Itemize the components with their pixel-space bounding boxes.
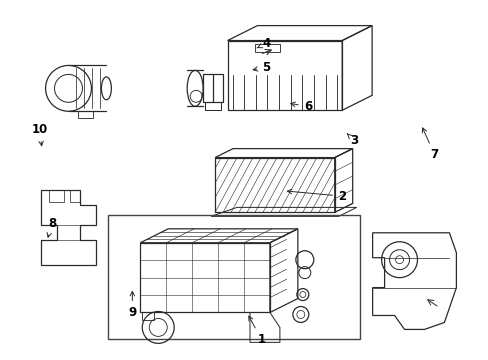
Text: 3: 3: [346, 134, 358, 147]
Text: 10: 10: [32, 123, 48, 146]
Text: 9: 9: [128, 292, 136, 319]
Text: 8: 8: [47, 216, 56, 237]
Bar: [108, 215, 359, 339]
Text: 4: 4: [257, 37, 270, 50]
Text: 6: 6: [290, 100, 311, 113]
Text: 7: 7: [422, 128, 438, 161]
Text: 2: 2: [287, 189, 346, 203]
Text: 5: 5: [253, 60, 270, 73]
Text: 1: 1: [248, 316, 265, 346]
